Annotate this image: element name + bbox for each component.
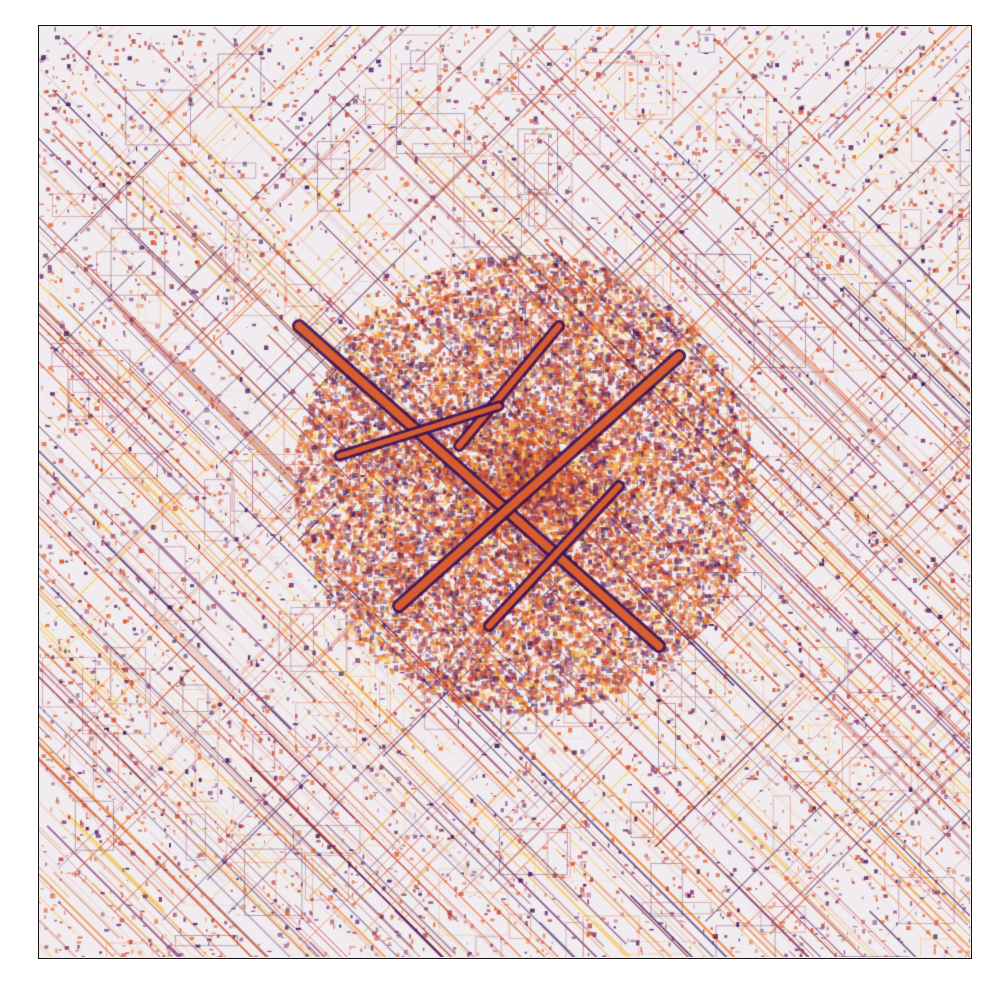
pattern-image [39,26,970,957]
plot-area-frame [38,25,972,959]
